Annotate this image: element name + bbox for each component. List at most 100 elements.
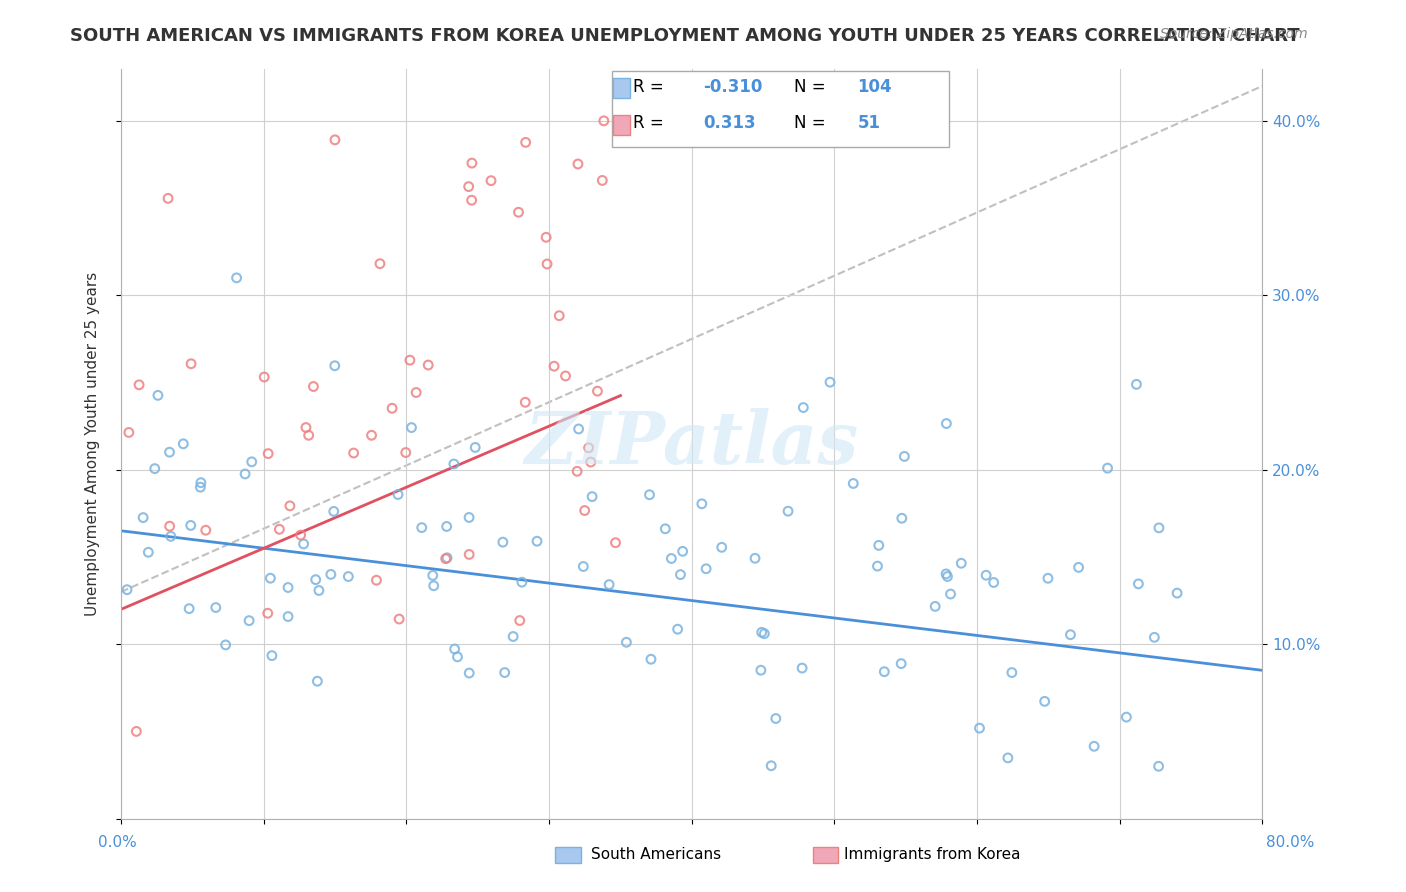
Point bbox=[323, 359, 346, 373]
Point bbox=[159, 445, 181, 459]
Point bbox=[194, 523, 217, 537]
Point bbox=[179, 601, 201, 615]
Point bbox=[190, 480, 212, 494]
Point bbox=[381, 401, 404, 416]
Point bbox=[277, 609, 299, 624]
Point bbox=[436, 550, 458, 565]
Point bbox=[893, 450, 915, 464]
Point bbox=[479, 174, 502, 188]
Point bbox=[950, 556, 973, 570]
Point bbox=[842, 476, 865, 491]
Point bbox=[295, 420, 318, 434]
Point bbox=[1036, 571, 1059, 585]
Point bbox=[1147, 759, 1170, 773]
Point bbox=[180, 357, 202, 371]
Point bbox=[578, 441, 600, 455]
Point bbox=[936, 569, 959, 583]
Point bbox=[890, 657, 912, 671]
Point bbox=[360, 428, 382, 442]
Point bbox=[443, 642, 465, 657]
Text: 80.0%: 80.0% bbox=[1267, 836, 1315, 850]
Point bbox=[125, 724, 148, 739]
Point bbox=[935, 566, 957, 581]
Point bbox=[868, 538, 890, 552]
Point bbox=[508, 205, 530, 219]
Point bbox=[974, 568, 997, 582]
Point bbox=[969, 721, 991, 735]
Text: 0.313: 0.313 bbox=[703, 114, 755, 132]
Point bbox=[515, 395, 537, 409]
Point bbox=[1083, 739, 1105, 754]
Point bbox=[924, 599, 946, 614]
Point bbox=[253, 370, 276, 384]
Text: 104: 104 bbox=[858, 78, 893, 96]
Y-axis label: Unemployment Among Youth under 25 years: Unemployment Among Youth under 25 years bbox=[86, 271, 100, 615]
Point bbox=[132, 510, 155, 524]
Point bbox=[669, 567, 692, 582]
Point bbox=[526, 534, 548, 549]
Point bbox=[418, 358, 440, 372]
Point bbox=[118, 425, 141, 440]
Point bbox=[143, 461, 166, 475]
Point bbox=[1033, 694, 1056, 708]
Point bbox=[939, 587, 962, 601]
Point bbox=[434, 551, 457, 566]
Point bbox=[157, 191, 180, 205]
Point bbox=[257, 447, 280, 461]
Point bbox=[1115, 710, 1137, 724]
Point bbox=[710, 541, 733, 555]
Point bbox=[605, 535, 627, 549]
Point bbox=[136, 545, 159, 559]
Point bbox=[1067, 560, 1090, 574]
Point bbox=[292, 537, 315, 551]
Point bbox=[319, 567, 342, 582]
Text: R =: R = bbox=[633, 78, 669, 96]
Point bbox=[298, 428, 321, 442]
Point bbox=[401, 420, 423, 434]
Text: N =: N = bbox=[794, 78, 831, 96]
Point bbox=[695, 562, 717, 576]
Point bbox=[290, 528, 312, 542]
Point bbox=[278, 499, 301, 513]
Point bbox=[1166, 586, 1188, 600]
Point bbox=[509, 614, 531, 628]
Point bbox=[534, 230, 557, 244]
Point bbox=[873, 665, 896, 679]
Point bbox=[492, 535, 515, 549]
Point bbox=[422, 568, 444, 582]
Point bbox=[436, 519, 458, 533]
Point bbox=[305, 573, 328, 587]
Point bbox=[751, 625, 773, 640]
Point bbox=[554, 368, 576, 383]
Point bbox=[460, 193, 482, 207]
Point bbox=[672, 544, 695, 558]
Point bbox=[761, 758, 783, 772]
Point bbox=[567, 157, 589, 171]
Point bbox=[443, 457, 465, 471]
Point bbox=[510, 575, 533, 590]
Point bbox=[337, 569, 360, 583]
Point bbox=[502, 630, 524, 644]
Point bbox=[749, 663, 772, 677]
Point bbox=[411, 521, 433, 535]
Point bbox=[240, 455, 263, 469]
Point bbox=[1059, 628, 1081, 642]
Point bbox=[935, 417, 957, 431]
Point bbox=[866, 559, 889, 574]
Point bbox=[180, 518, 202, 533]
Point bbox=[744, 551, 766, 566]
Point bbox=[260, 648, 283, 663]
Point bbox=[269, 522, 291, 536]
Point bbox=[308, 583, 330, 598]
Point bbox=[115, 582, 138, 597]
Text: 51: 51 bbox=[858, 114, 880, 132]
Point bbox=[592, 113, 614, 128]
Text: Immigrants from Korea: Immigrants from Korea bbox=[844, 847, 1021, 862]
Point bbox=[233, 467, 256, 481]
Point bbox=[818, 375, 841, 389]
Point bbox=[1097, 461, 1119, 475]
Point bbox=[1001, 665, 1024, 680]
Point bbox=[581, 490, 603, 504]
Text: ZIPatlas: ZIPatlas bbox=[524, 408, 859, 479]
Point bbox=[238, 614, 260, 628]
